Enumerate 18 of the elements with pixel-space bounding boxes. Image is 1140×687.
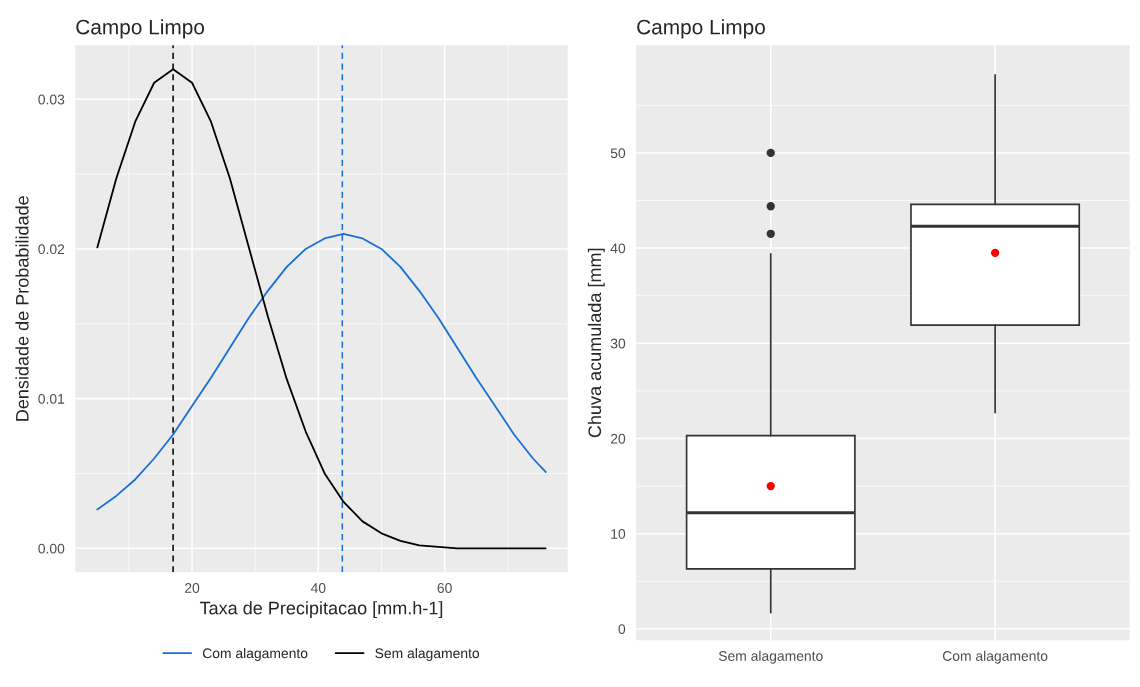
y-tick-label: 0.01 (38, 393, 65, 404)
x-tick-label: 20 (185, 583, 200, 593)
y-tick-label: 50 (610, 148, 626, 159)
y-tick-label: 0.03 (38, 94, 65, 105)
x-tick-label: 40 (310, 583, 326, 593)
x-axis-title: Taxa de Precipitacao [mm.h-1] (199, 601, 443, 619)
y-tick-label: 10 (611, 529, 626, 539)
y-tick-label: 40 (610, 243, 626, 254)
y-tick-label: 30 (610, 338, 626, 349)
y-tick-label: 0 (618, 624, 626, 635)
y-tick-label: 0.00 (38, 543, 65, 554)
y-axis-title: Chuva acumulada [mm] (587, 248, 605, 438)
y-tick-label: 0.02 (38, 244, 65, 255)
y-tick-label: 20 (610, 433, 626, 444)
x-tick-label: 60 (437, 583, 452, 593)
y-axis-title: Densidade de Probabilidade (15, 196, 29, 421)
chart-title: Campo Limpo (637, 19, 765, 39)
chart-title: Campo Limpo (76, 19, 205, 39)
